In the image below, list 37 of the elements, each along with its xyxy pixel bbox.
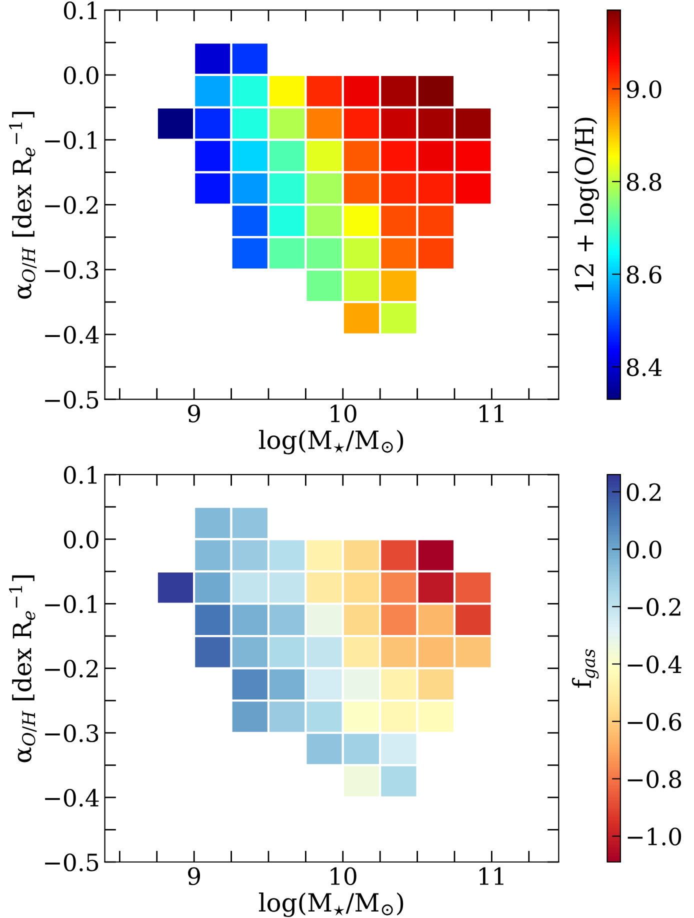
y-tick-label: −0.1: [45, 595, 97, 614]
y-axis-title: α$_{O/H}$ [dex R$_{e}$$^{−1}$]: [9, 112, 37, 299]
x-axis-title: log(M$_{⋆}$/M$_{⊙}$): [258, 430, 404, 454]
color-bar-label: 0.0: [626, 540, 662, 559]
color-bar-label: 9.0: [626, 80, 662, 98]
x-tick-label: 11: [480, 404, 504, 422]
color-bar-label: −0.4: [628, 655, 682, 674]
color-bar-label: 8.8: [626, 172, 662, 191]
color-bar-label: −1.0: [628, 828, 682, 846]
color-bar-label: −0.2: [628, 598, 680, 616]
y-tick-label: 0.0: [64, 530, 98, 548]
y-tick-label: −0.5: [45, 390, 98, 409]
y-tick-label: −0.3: [45, 724, 98, 742]
y-tick-label: −0.2: [45, 660, 98, 678]
y-tick-label: −0.3: [45, 261, 98, 279]
color-bar-label: 8.4: [626, 358, 662, 376]
y-tick-label: −0.4: [45, 326, 99, 344]
y-axis-title: α$_{O/H}$ [dex R$_{e}$$^{−1}$]: [9, 575, 37, 762]
x-tick-label: 10: [330, 867, 356, 886]
color-bar-label: 0.2: [626, 483, 661, 502]
color-bar-label: 8.6: [626, 266, 662, 284]
y-tick-label: −0.1: [45, 131, 97, 150]
x-axis-title: log(M$_{⋆}$/M$_{⊙}$): [258, 892, 404, 918]
color-bar-title: f$_{gas}$: [572, 649, 599, 688]
y-tick-label: 0.0: [64, 66, 98, 84]
y-tick-label: −0.5: [45, 853, 98, 872]
color-bar-label: −0.6: [628, 712, 682, 731]
color-bar-label: −0.8: [628, 770, 682, 788]
y-tick-label: 0.1: [64, 2, 97, 20]
x-tick-label: 11: [480, 867, 504, 885]
x-tick-label: 9: [188, 404, 200, 422]
y-tick-label: −0.4: [45, 788, 99, 807]
color-bar-title: 12 + log(O/H): [574, 118, 599, 291]
y-tick-label: −0.2: [45, 196, 98, 214]
x-tick-label: 9: [188, 867, 200, 886]
y-tick-label: 0.1: [64, 466, 97, 484]
x-tick-label: 10: [330, 404, 356, 422]
